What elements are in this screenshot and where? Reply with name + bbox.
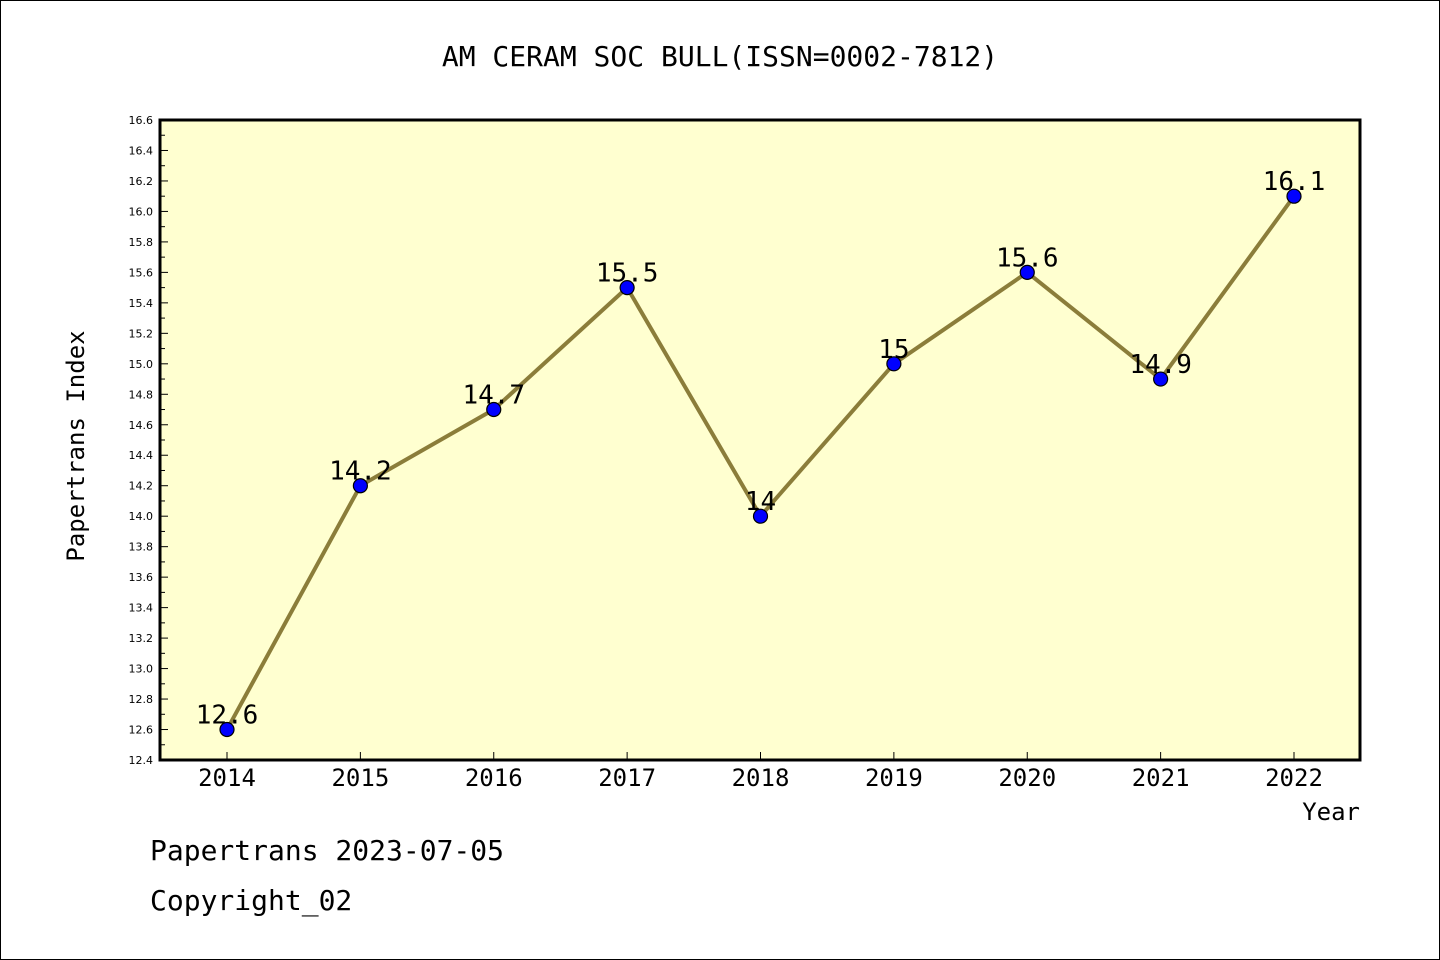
chart-title: AM CERAM SOC BULL(ISSN=0002-7812) bbox=[442, 40, 998, 73]
y-tick-label: 15.0 bbox=[129, 358, 154, 371]
footer-date: Papertrans 2023-07-05 bbox=[150, 834, 505, 867]
y-tick-label: 13.0 bbox=[129, 663, 154, 676]
y-tick-label: 16.6 bbox=[129, 114, 154, 127]
x-axis-title: Year bbox=[1302, 798, 1360, 826]
x-tick-label: 2015 bbox=[331, 764, 389, 792]
data-label: 16.1 bbox=[1263, 167, 1326, 197]
y-tick-label: 14.2 bbox=[129, 480, 154, 493]
data-label: 14.2 bbox=[329, 457, 392, 487]
y-tick-label: 14.4 bbox=[129, 449, 154, 462]
y-tick-label: 15.2 bbox=[129, 327, 154, 340]
data-point bbox=[886, 356, 902, 372]
x-tick-label: 2019 bbox=[865, 764, 923, 792]
data-point bbox=[219, 721, 235, 738]
x-tick-label: 2017 bbox=[598, 764, 656, 792]
y-tick-label: 12.4 bbox=[129, 754, 154, 767]
y-tick-label: 14.8 bbox=[129, 388, 154, 401]
y-tick-label: 15.4 bbox=[129, 297, 154, 310]
data-point bbox=[619, 280, 635, 296]
data-point bbox=[1019, 264, 1035, 280]
plot-border bbox=[158, 118, 1362, 762]
data-point bbox=[352, 478, 368, 494]
data-label: 14.9 bbox=[1129, 350, 1192, 380]
y-tick-label: 13.4 bbox=[129, 602, 154, 615]
y-tick-label: 14.0 bbox=[129, 510, 154, 523]
x-tick-label: 2014 bbox=[198, 764, 256, 792]
y-tick-label: 16.4 bbox=[129, 144, 154, 157]
y-axis-title: Papertrans Index bbox=[62, 330, 90, 561]
x-tick-label: 2020 bbox=[998, 764, 1056, 792]
y-tick-label: 13.2 bbox=[129, 632, 154, 645]
x-tick-label: 2021 bbox=[1132, 764, 1190, 792]
data-point bbox=[486, 401, 502, 418]
data-point bbox=[1153, 371, 1169, 387]
y-tick-label: 13.8 bbox=[129, 541, 154, 554]
data-label: 12.6 bbox=[196, 701, 259, 731]
data-point bbox=[752, 508, 769, 524]
data-label: 15.5 bbox=[596, 259, 659, 289]
y-tick-label: 16.2 bbox=[129, 175, 154, 188]
y-tick-label: 15.6 bbox=[129, 266, 154, 279]
y-tick-label: 12.8 bbox=[129, 693, 154, 706]
y-tick-label: 15.8 bbox=[129, 236, 154, 249]
x-tick-label: 2016 bbox=[465, 764, 523, 792]
y-tick-label: 12.6 bbox=[129, 724, 154, 737]
x-tick-label: 2022 bbox=[1265, 764, 1323, 792]
data-point bbox=[1286, 188, 1302, 204]
y-tick-label: 16.0 bbox=[129, 205, 154, 218]
y-tick-label: 13.6 bbox=[129, 571, 154, 584]
data-label: 14.7 bbox=[462, 381, 525, 411]
footer-copyright: Copyright_02 bbox=[150, 884, 353, 917]
y-tick-label: 14.6 bbox=[129, 419, 154, 432]
plot-area bbox=[160, 120, 1360, 760]
data-label: 15.6 bbox=[996, 243, 1059, 273]
data-label: 15 bbox=[878, 335, 909, 365]
x-tick-label: 2018 bbox=[732, 764, 790, 792]
data-label: 14 bbox=[745, 487, 776, 517]
